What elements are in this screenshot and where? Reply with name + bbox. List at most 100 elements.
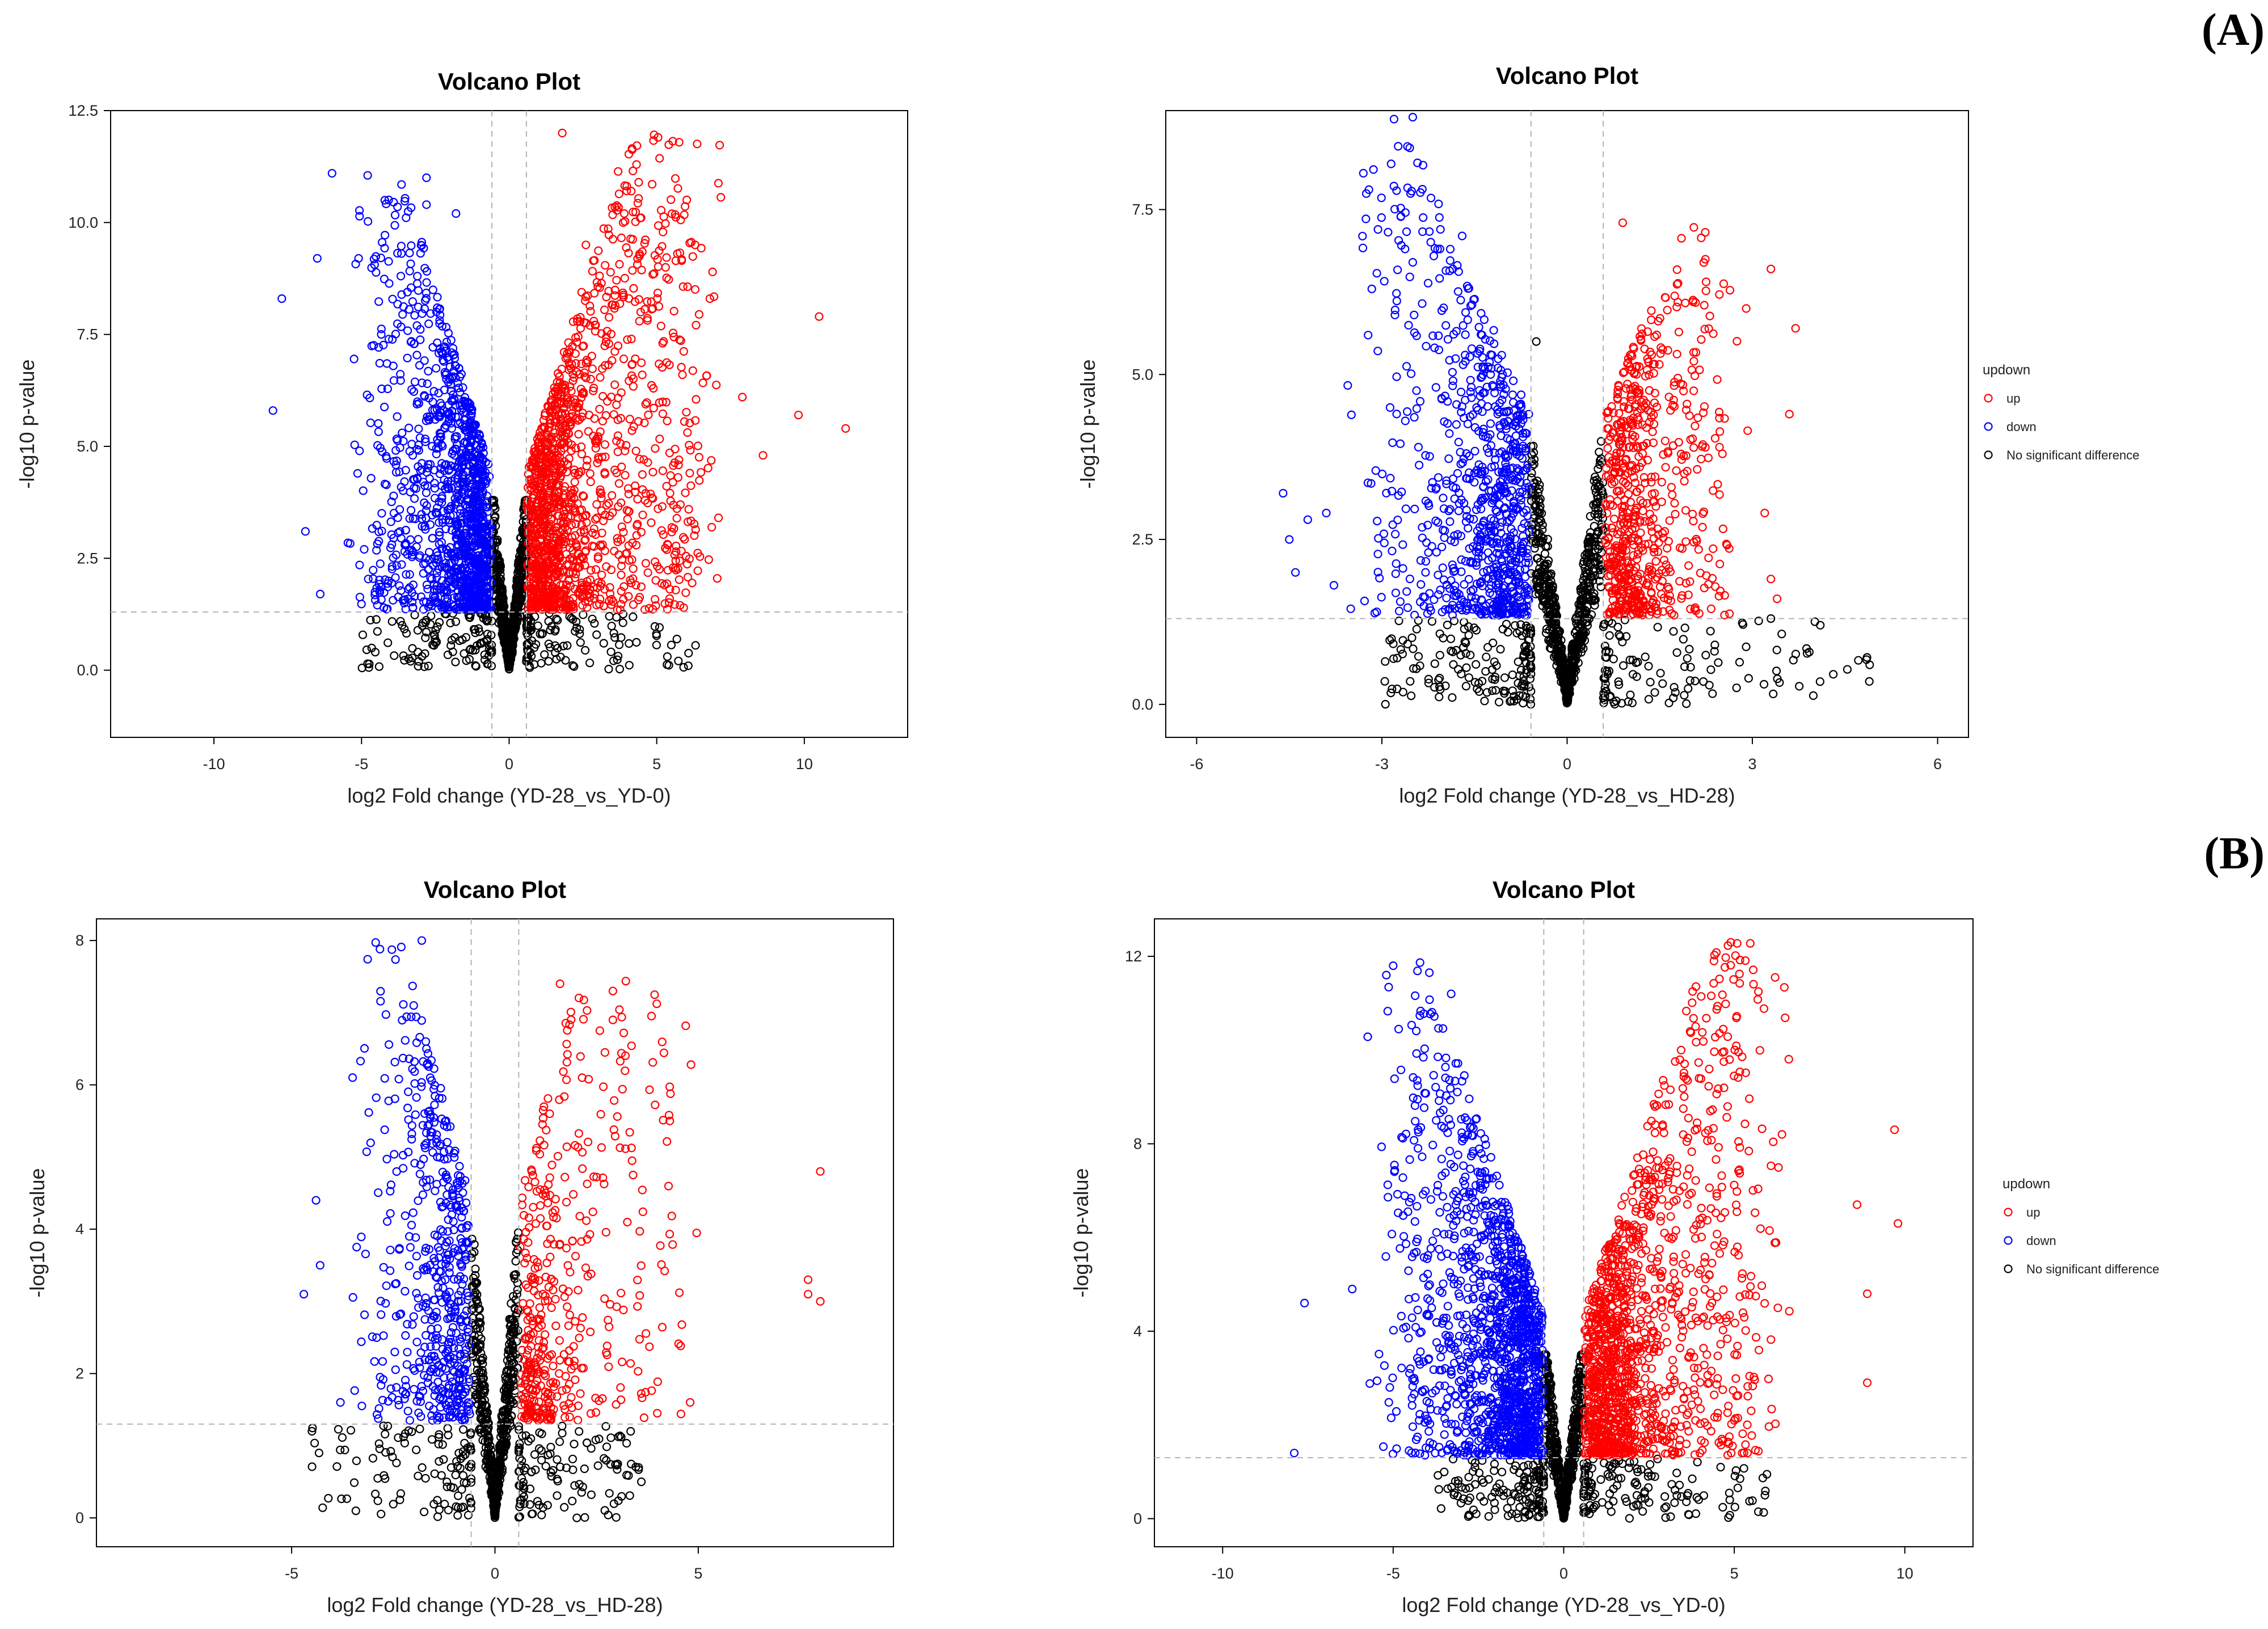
data-point	[364, 172, 372, 179]
data-point	[559, 129, 566, 137]
data-point	[399, 311, 406, 318]
data-point	[653, 642, 660, 649]
data-point	[1462, 682, 1470, 690]
data-point	[414, 627, 421, 634]
data-point	[351, 355, 358, 362]
data-point	[1485, 476, 1492, 483]
data-point	[429, 286, 437, 294]
data-point	[591, 620, 598, 627]
data-point	[1466, 353, 1474, 361]
data-point	[1384, 229, 1392, 236]
data-point	[389, 597, 397, 604]
data-point	[682, 489, 689, 496]
data-point	[1680, 691, 1688, 699]
data-point	[652, 577, 660, 584]
data-point	[625, 640, 633, 647]
data-point	[693, 322, 700, 329]
data-point	[703, 372, 710, 379]
y-tick-label: 7.5	[1132, 201, 1153, 218]
data-point	[693, 396, 700, 403]
data-point	[585, 428, 592, 435]
data-point	[541, 651, 548, 659]
data-point	[1706, 682, 1713, 689]
data-point	[612, 292, 619, 299]
data-point	[1666, 699, 1673, 707]
data-point	[1378, 593, 1385, 601]
data-point	[659, 467, 667, 474]
data-point	[420, 569, 427, 577]
data-point	[1681, 624, 1689, 632]
data-point	[1829, 670, 1837, 678]
data-point	[1533, 338, 1540, 345]
y-tick-label: 5.0	[1132, 366, 1153, 383]
data-point	[682, 589, 689, 597]
data-point	[1683, 700, 1690, 707]
data-point	[1415, 653, 1422, 660]
data-point	[1487, 420, 1494, 427]
data-point	[605, 314, 613, 321]
data-point	[687, 446, 694, 454]
data-point	[666, 449, 673, 457]
data-point	[591, 415, 598, 423]
data-point	[424, 368, 432, 375]
data-point	[630, 601, 637, 608]
y-axis-label: -log10 p-value	[15, 359, 39, 488]
data-point	[693, 140, 701, 147]
data-point	[1773, 667, 1780, 674]
data-point	[314, 255, 321, 262]
data-point	[635, 195, 642, 202]
data-point	[713, 381, 720, 389]
data-point	[425, 548, 433, 556]
data-point	[613, 401, 620, 408]
data-point	[1450, 661, 1457, 668]
data-point	[1515, 658, 1522, 665]
data-point	[1444, 621, 1451, 628]
data-point	[630, 383, 637, 390]
data-point	[601, 441, 609, 448]
data-point	[1503, 621, 1510, 628]
data-point	[1795, 682, 1803, 690]
data-point	[1854, 657, 1862, 664]
data-point	[1359, 233, 1366, 240]
data-point	[1778, 630, 1785, 638]
data-point	[1647, 678, 1654, 686]
data-point	[356, 562, 363, 569]
data-point	[1330, 581, 1338, 589]
data-point	[1386, 404, 1394, 411]
data-point	[377, 254, 385, 261]
data-point	[651, 445, 659, 452]
data-point	[697, 469, 705, 476]
data-point	[589, 365, 596, 373]
data-point	[705, 556, 713, 563]
data-point	[616, 300, 623, 307]
data-point	[434, 293, 441, 301]
data-point	[1670, 628, 1677, 635]
data-point	[1654, 623, 1662, 631]
data-point	[1362, 215, 1369, 222]
x-axis-label: log2 Fold change (YD-28_vs_YD-0)	[347, 784, 671, 807]
data-point	[663, 274, 671, 281]
data-point	[689, 579, 696, 586]
data-point	[372, 269, 380, 276]
x-tick-label: -6	[1190, 756, 1203, 773]
data-point	[1465, 674, 1473, 681]
data-point	[1417, 581, 1424, 588]
data-point	[685, 505, 693, 513]
data-point	[624, 516, 631, 523]
data-point	[359, 631, 366, 639]
x-axis-label: log2 Fold change (YD-28_vs_HD-28)	[1399, 784, 1735, 807]
data-point	[1399, 689, 1407, 696]
data-point	[1406, 575, 1414, 583]
data-point	[411, 378, 419, 386]
data-point	[608, 393, 615, 400]
data-point	[397, 272, 404, 280]
data-point	[407, 260, 415, 268]
data-point	[452, 659, 459, 666]
data-point	[629, 267, 636, 274]
data-point	[1707, 627, 1714, 635]
plot-frame	[1166, 111, 1968, 737]
data-point	[1760, 681, 1768, 688]
data-point	[1413, 626, 1420, 633]
data-point	[687, 482, 694, 489]
data-point	[625, 485, 632, 492]
